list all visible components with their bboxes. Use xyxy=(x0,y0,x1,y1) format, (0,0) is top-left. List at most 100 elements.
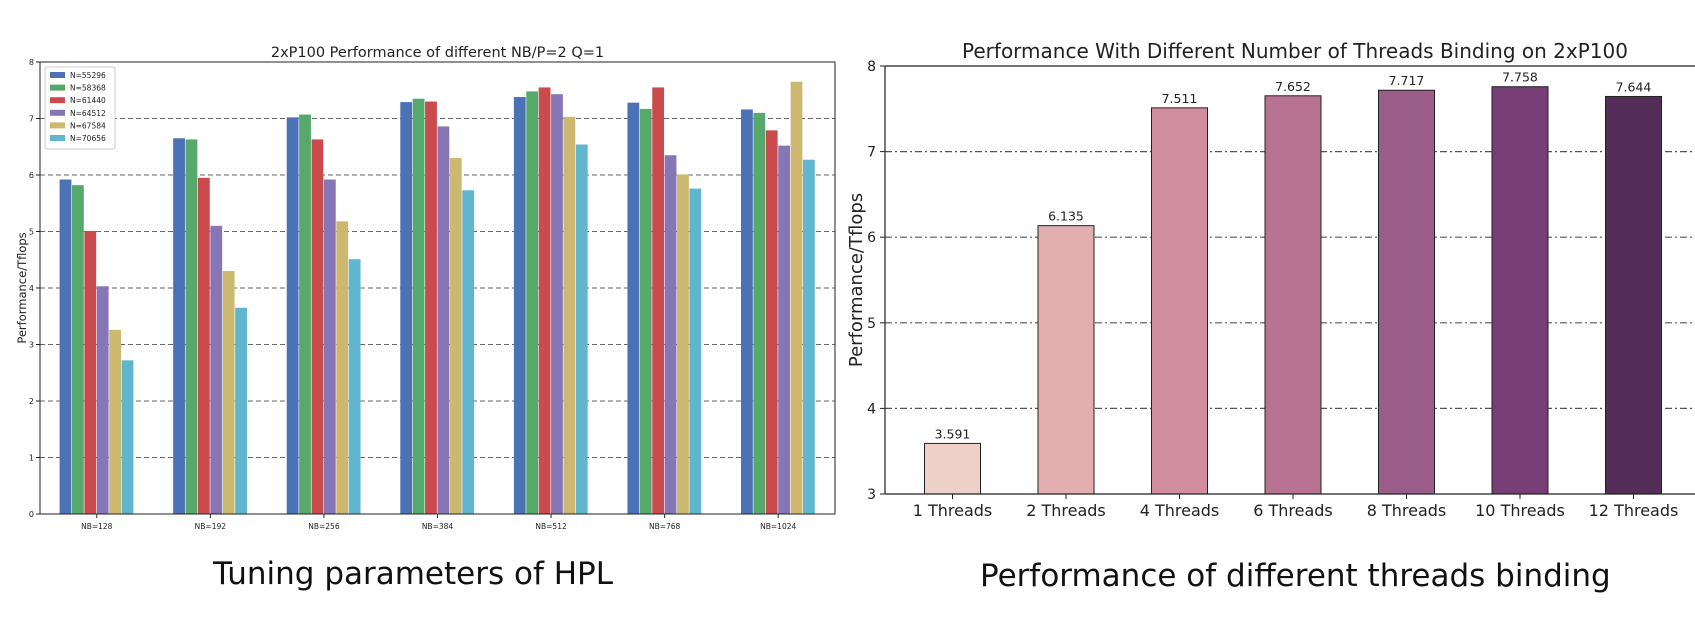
y-tick-label: 1 xyxy=(29,454,34,463)
y-tick-label: 3 xyxy=(29,341,34,350)
y-tick-label: 4 xyxy=(867,401,876,417)
y-tick-label: 3 xyxy=(867,487,876,503)
bar xyxy=(513,97,526,514)
bar xyxy=(437,126,450,514)
bar xyxy=(652,87,665,515)
bar xyxy=(348,259,361,514)
bar xyxy=(563,116,576,515)
x-tick-label: NB=768 xyxy=(649,522,681,531)
legend-label: N=64512 xyxy=(70,109,106,118)
bar xyxy=(449,158,462,515)
bar xyxy=(924,442,981,495)
x-tick-label: NB=192 xyxy=(195,522,227,531)
bar xyxy=(1378,89,1435,495)
x-tick-label: 10 Threads xyxy=(1475,501,1565,520)
bar xyxy=(412,98,425,514)
bar xyxy=(222,271,235,514)
y-tick-label: 7 xyxy=(867,145,876,161)
y-tick-label: 6 xyxy=(867,230,876,246)
y-tick-label: 0 xyxy=(29,510,34,519)
left-caption: Tuning parameters of HPL xyxy=(213,556,613,592)
bar xyxy=(1264,95,1322,495)
bar xyxy=(462,190,475,514)
bar-value-label: 7.652 xyxy=(1275,79,1311,94)
x-tick-label: NB=128 xyxy=(81,522,113,531)
legend-label: N=67584 xyxy=(70,121,106,130)
bar xyxy=(526,91,539,514)
bar xyxy=(210,225,223,514)
legend-swatch xyxy=(50,84,65,91)
x-tick-label: NB=384 xyxy=(422,522,454,531)
bar xyxy=(109,329,121,514)
threads-binding-chart: 3.591 1 Threads 6.135 2 Threads 7.511 4 Threa… xyxy=(846,39,1695,520)
legend-swatch xyxy=(50,72,65,78)
bar xyxy=(1151,107,1208,495)
bar xyxy=(689,188,702,514)
y-axis-label: Performance/Tflops xyxy=(15,232,29,343)
y-tick-label: 5 xyxy=(867,316,876,332)
bar xyxy=(803,159,815,514)
bar xyxy=(299,114,311,515)
legend-swatch xyxy=(50,109,65,116)
x-tick-label: 2 Threads xyxy=(1026,501,1106,520)
x-tick-label: NB=512 xyxy=(535,522,567,531)
legend: N=55296 N=58368 N=61440 N=64512 N=67584 N=706… xyxy=(44,66,116,150)
bar xyxy=(121,360,134,514)
y-tick-label: 6 xyxy=(29,171,34,180)
bar xyxy=(1491,86,1549,495)
legend-swatch xyxy=(50,97,65,104)
bar xyxy=(400,102,413,515)
bar-value-label: 7.717 xyxy=(1389,73,1425,88)
chart-title: Performance With Different Number of Thr… xyxy=(962,39,1628,63)
bar xyxy=(84,230,97,514)
x-tick-label: 8 Threads xyxy=(1367,501,1447,520)
bar xyxy=(173,138,185,514)
x-tick-label: 4 Threads xyxy=(1140,501,1220,520)
y-axis-label: Performance/Tflops xyxy=(846,193,867,367)
y-tick-label: 7 xyxy=(29,115,34,124)
legend-swatch xyxy=(50,122,65,129)
bar xyxy=(627,102,640,515)
bar xyxy=(677,174,689,514)
x-tick-label: 1 Threads xyxy=(913,501,993,520)
legend-swatch xyxy=(50,135,65,141)
bar xyxy=(96,286,109,514)
chart-title: 2xP100 Performance of different NB/P=2 Q… xyxy=(271,45,604,61)
bar-value-label: 3.591 xyxy=(935,426,971,441)
bar xyxy=(59,179,72,514)
x-tick-label: NB=256 xyxy=(308,522,340,531)
bar xyxy=(71,185,84,515)
x-tick-label: NB=1024 xyxy=(760,522,796,531)
bar xyxy=(765,130,778,515)
bar-value-label: 7.511 xyxy=(1162,91,1198,106)
bar xyxy=(185,139,198,514)
bar xyxy=(1605,95,1662,495)
bar xyxy=(538,87,551,515)
bar xyxy=(197,177,210,514)
legend-label: N=70656 xyxy=(70,134,106,143)
bar xyxy=(551,94,563,514)
bar xyxy=(1037,225,1095,495)
y-tick-label: 5 xyxy=(29,228,34,237)
bar-value-label: 7.644 xyxy=(1616,79,1652,94)
right-caption: Performance of different threads binding xyxy=(980,558,1611,594)
hpl-tuning-chart: 0 1 2 3 4 5 6 7 8 NB=128 NB=192 NB=256 NB=384 NB=512 N… xyxy=(15,45,836,531)
y-tick-label: 8 xyxy=(29,58,34,67)
bar xyxy=(323,179,336,514)
legend-label: N=55296 xyxy=(70,71,106,80)
bar-value-label: 6.135 xyxy=(1048,209,1084,224)
bar xyxy=(311,139,324,514)
y-tick-label: 2 xyxy=(29,397,34,406)
legend-label: N=61440 xyxy=(70,96,106,105)
bar xyxy=(664,155,677,514)
y-tick-label: 4 xyxy=(29,284,34,293)
bar xyxy=(425,101,437,515)
bar xyxy=(741,109,753,515)
legend-label: N=58368 xyxy=(70,84,106,93)
bar-value-label: 7.758 xyxy=(1502,70,1538,85)
bar xyxy=(575,144,588,515)
bar xyxy=(639,108,652,515)
y-tick-label: 8 xyxy=(867,59,876,75)
bar xyxy=(753,112,766,514)
bar xyxy=(778,145,791,514)
